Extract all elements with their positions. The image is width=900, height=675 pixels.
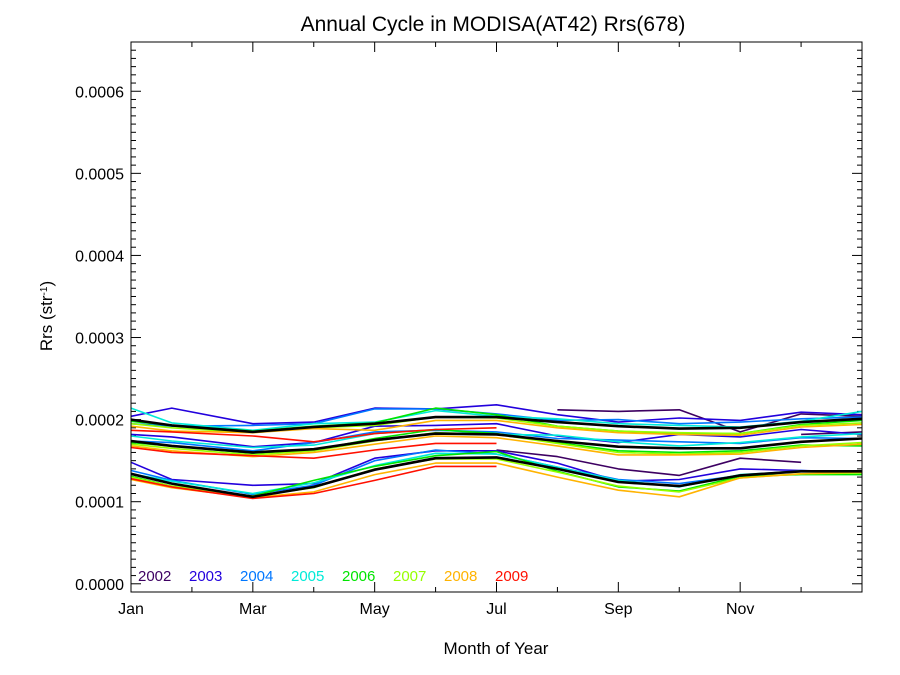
x-tick-label: Mar (239, 601, 267, 618)
tick-marks (130, 41, 863, 593)
tick-labels: 0.0000 0.0001 0.0002 0.0003 0.0004 0.0005 0.00… (75, 84, 754, 618)
legend: 2002 2003 2004 2005 2006 2007 2008 2009 (138, 568, 528, 585)
legend-item: 2006 (342, 568, 375, 585)
series-line (130, 435, 863, 458)
x-tick-label: Sep (604, 601, 633, 618)
plot-frame (130, 41, 863, 593)
series-line (557, 408, 863, 433)
y-tick-label: 0.0000 (75, 577, 124, 594)
y-axis-label-main: Rrs (str (37, 295, 56, 351)
series-line (130, 403, 863, 425)
series-line (130, 442, 497, 460)
x-axis-label: Month of Year (444, 639, 549, 658)
climatology-line (130, 432, 863, 454)
y-axis-label-close: ) (37, 281, 56, 287)
y-tick-label: 0.0005 (75, 166, 124, 183)
y-tick-label: 0.0001 (75, 495, 124, 512)
legend-item: 2002 (138, 568, 171, 585)
legend-item: 2009 (495, 568, 528, 585)
x-tick-label: Jul (486, 601, 506, 618)
series-line (130, 427, 497, 443)
y-tick-label: 0.0003 (75, 331, 124, 348)
legend-item: 2008 (444, 568, 477, 585)
y-axis-label: Rrs (str-1) (37, 281, 56, 351)
x-tick-label: Nov (726, 601, 754, 618)
y-tick-label: 0.0004 (75, 248, 124, 265)
legend-item: 2003 (189, 568, 222, 585)
x-tick-label: May (360, 601, 390, 618)
y-tick-label: 0.0002 (75, 413, 124, 430)
chart-title: Annual Cycle in MODISA(AT42) Rrs(678) (301, 13, 686, 36)
x-tick-label: Jan (118, 601, 144, 618)
y-axis-label-exponent: -1 (39, 286, 50, 295)
legend-item: 2005 (291, 568, 324, 585)
series-lines (130, 403, 863, 500)
climatology-line (130, 415, 863, 434)
legend-item: 2007 (393, 568, 426, 585)
y-tick-label: 0.0006 (75, 84, 124, 101)
climatology-line (130, 456, 862, 499)
series-line (801, 431, 863, 436)
series-line (496, 449, 802, 477)
series-line (130, 449, 863, 487)
series-line (130, 465, 497, 500)
legend-item: 2004 (240, 568, 273, 585)
